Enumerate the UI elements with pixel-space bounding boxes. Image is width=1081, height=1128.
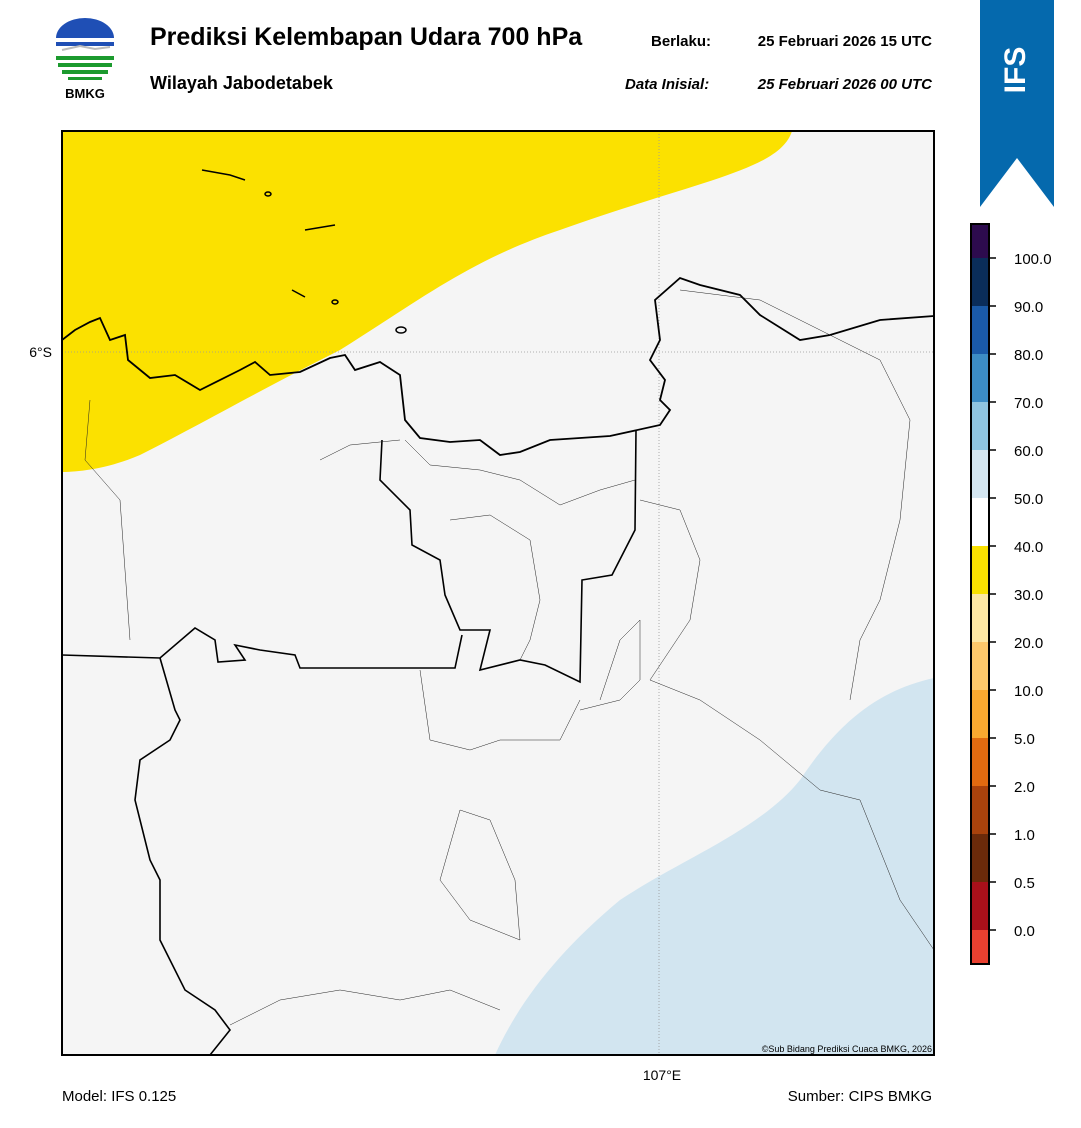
valid-label: Berlaku: <box>651 33 711 50</box>
colorbar-label: 90.0 <box>1014 299 1043 316</box>
init-time: 25 Februari 2026 00 UTC <box>757 76 933 93</box>
credit: ©Sub Bidang Prediksi Cuaca BMKG, 2026 <box>762 1044 932 1054</box>
colorbar-label: 60.0 <box>1014 443 1043 460</box>
colorbar-label: 40.0 <box>1014 539 1043 556</box>
valid-time: 25 Februari 2026 15 UTC <box>758 33 932 50</box>
colorbar-label: 1.0 <box>1014 827 1035 844</box>
footer-source: Sumber: CIPS BMKG <box>788 1088 932 1105</box>
subtitle: Wilayah Jabodetabek <box>150 73 334 93</box>
colorbar-label: 10.0 <box>1014 683 1043 700</box>
humidity-zone-yellow <box>62 131 792 472</box>
logo-text: BMKG <box>65 86 105 101</box>
colorbar-label: 2.0 <box>1014 779 1035 796</box>
colorbar-label: 100.0 <box>1014 251 1052 268</box>
logo: BMKG <box>56 18 114 101</box>
footer-model: Model: IFS 0.125 <box>62 1088 176 1105</box>
colorbar: 100.0 90.0 80.0 70.0 60.0 50.0 40.0 30.0 20.0 10.… <box>970 223 1052 965</box>
map: 6°S 107°E ©Sub Bidang Prediksi Cuaca BMK… <box>29 130 935 1083</box>
colorbar-label: 20.0 <box>1014 635 1043 652</box>
colorbar-label: 80.0 <box>1014 347 1043 364</box>
lat-label: 6°S <box>29 344 52 360</box>
colorbar-label: 0.5 <box>1014 875 1035 892</box>
model-badge <box>980 0 1054 207</box>
model-badge-text: IFS <box>999 47 1032 94</box>
lon-label: 107°E <box>643 1067 681 1083</box>
title: Prediksi Kelembapan Udara 700 hPa <box>150 23 583 51</box>
colorbar-label: 30.0 <box>1014 587 1043 604</box>
colorbar-label: 70.0 <box>1014 395 1043 412</box>
humidity-zone-blue <box>495 678 934 1055</box>
colorbar-label: 50.0 <box>1014 491 1043 508</box>
colorbar-label: 0.0 <box>1014 923 1035 940</box>
init-label: Data Inisial: <box>625 76 709 93</box>
colorbar-label: 5.0 <box>1014 731 1035 748</box>
